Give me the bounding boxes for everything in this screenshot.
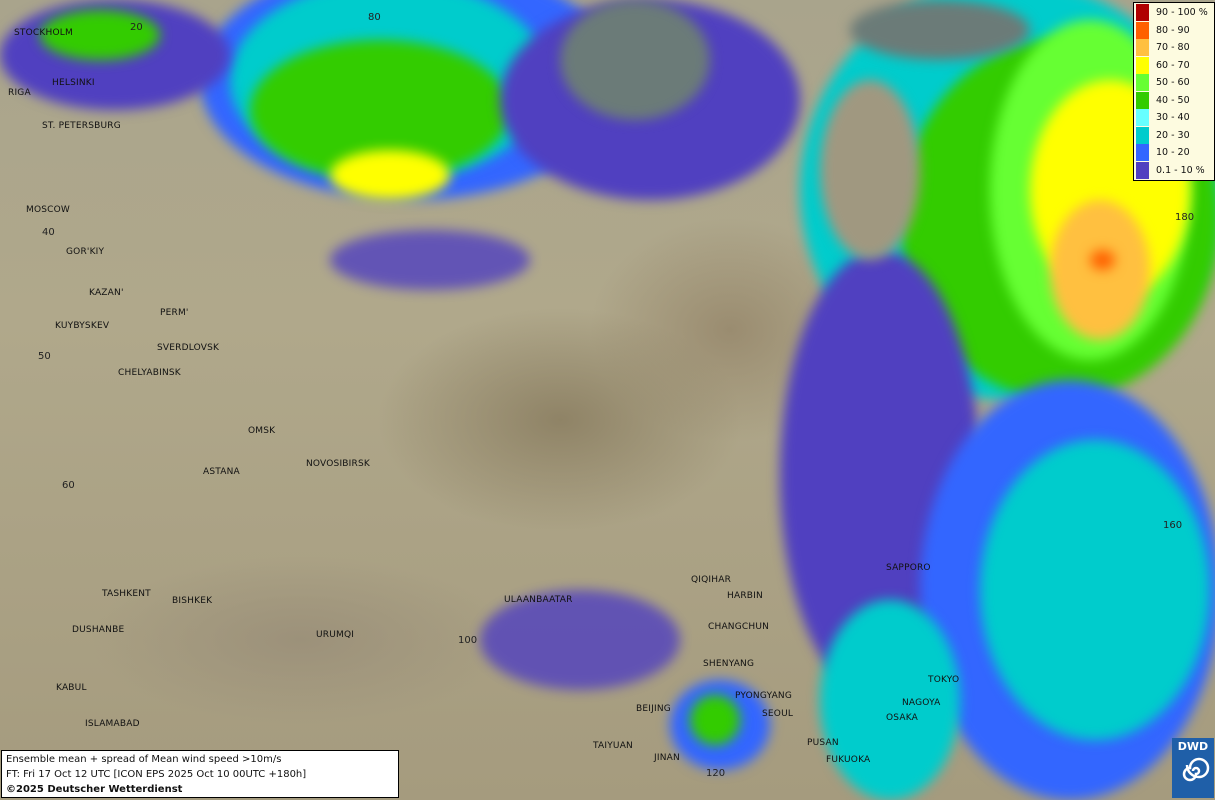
city-label: RIGA	[8, 88, 31, 98]
city-label: JINAN	[654, 753, 680, 763]
legend-item: 40 - 50	[1134, 91, 1214, 110]
caption-box: Ensemble mean + spread of Mean wind spee…	[1, 750, 399, 798]
map-title: Ensemble mean + spread of Mean wind spee…	[6, 754, 282, 765]
legend-label: 80 - 90	[1156, 24, 1190, 36]
legend-swatch	[1136, 91, 1149, 109]
city-label: CHANGCHUN	[708, 622, 770, 632]
city-label: DUSHANBE	[72, 625, 125, 635]
legend-item: 90 - 100 %	[1134, 4, 1214, 22]
legend-swatch	[1136, 161, 1149, 179]
city-label: TAIYUAN	[593, 741, 633, 751]
city-label: NAGOYA	[902, 698, 941, 708]
legend-item: 50 - 60	[1134, 74, 1214, 92]
legend-label: 50 - 60	[1156, 77, 1190, 89]
legend-swatch	[1136, 126, 1149, 144]
city-label: KUYBYSKEV	[55, 321, 110, 331]
city-label: KAZAN'	[89, 288, 124, 298]
city-label: OMSK	[248, 426, 276, 436]
logo-text: DWD	[1177, 740, 1209, 753]
legend-swatch	[1136, 39, 1149, 57]
grid-label: 80	[368, 12, 381, 23]
legend: 90 - 100 % 80 - 90 70 - 80 60 - 70 50 - 60 40…	[1133, 2, 1215, 181]
legend-swatch	[1136, 21, 1149, 39]
legend-item: 20 - 30	[1134, 126, 1214, 145]
legend-label: 30 - 40	[1156, 112, 1190, 124]
legend-label: 0.1 - 10 %	[1156, 164, 1205, 176]
legend-label: 70 - 80	[1156, 42, 1190, 54]
legend-item: 70 - 80	[1134, 39, 1214, 57]
grid-label: 60	[62, 480, 75, 491]
city-label: SEOUL	[762, 709, 794, 719]
city-label: PERM'	[160, 308, 189, 318]
legend-item: 10 - 20	[1134, 144, 1214, 162]
spiral-icon	[1182, 757, 1210, 782]
legend-label: 60 - 70	[1156, 59, 1190, 71]
city-label: PYONGYANG	[735, 691, 793, 701]
city-label: SAPPORO	[886, 563, 931, 573]
grid-label: 40	[42, 227, 55, 238]
city-label: ASTANA	[203, 467, 240, 477]
legend-item: 30 - 40	[1134, 109, 1214, 127]
city-label: URUMQI	[316, 630, 355, 640]
legend-label: 20 - 30	[1156, 129, 1190, 141]
grid-label: 120	[706, 768, 726, 779]
legend-swatch	[1136, 144, 1149, 162]
city-label: GOR'KIY	[66, 247, 105, 257]
city-label: HELSINKI	[52, 78, 95, 88]
city-label: SHENYANG	[703, 659, 755, 669]
legend-swatch	[1136, 56, 1149, 74]
city-label: TOKYO	[928, 675, 960, 685]
legend-swatch	[1136, 4, 1149, 22]
city-label: MOSCOW	[26, 205, 71, 215]
grid-label: 180	[1175, 212, 1195, 223]
grid-label: 100	[458, 635, 478, 646]
legend-item: 0.1 - 10 %	[1134, 161, 1214, 180]
city-label: TASHKENT	[102, 589, 151, 599]
city-label: CHELYABINSK	[118, 368, 181, 378]
city-label: OSAKA	[886, 713, 919, 723]
grid-label: 50	[38, 351, 51, 362]
legend-swatch	[1136, 109, 1149, 127]
city-label: NOVOSIBIRSK	[306, 459, 371, 469]
forecast-time: FT: Fri 17 Oct 12 UTC [ICON EPS 2025 Oct…	[6, 769, 307, 780]
grid-label: 20	[130, 22, 143, 33]
legend-label: 40 - 50	[1156, 94, 1190, 106]
city-label: HARBIN	[727, 591, 763, 601]
dwd-logo: DWD	[1172, 738, 1214, 798]
legend-swatch	[1136, 74, 1149, 92]
legend-item: 80 - 90	[1134, 21, 1214, 40]
legend-label: 90 - 100 %	[1156, 7, 1208, 19]
city-label: QIQIHAR	[691, 575, 732, 585]
grid-label: 160	[1163, 520, 1183, 531]
city-label: ULAANBAATAR	[504, 595, 573, 605]
city-label: FUKUOKA	[826, 755, 871, 765]
city-label: KABUL	[56, 683, 87, 693]
city-label: BEIJING	[636, 704, 671, 714]
legend-label: 10 - 20	[1156, 147, 1190, 159]
city-label: PUSAN	[807, 738, 839, 748]
city-label: STOCKHOLM	[14, 28, 73, 38]
city-label: BISHKEK	[172, 596, 213, 606]
city-label: ST. PETERSBURG	[42, 121, 121, 131]
city-label: SVERDLOVSK	[157, 343, 220, 353]
city-label: ISLAMABAD	[85, 719, 140, 729]
copyright: ©2025 Deutscher Wetterdienst	[6, 784, 183, 795]
legend-item: 60 - 70	[1134, 56, 1214, 75]
